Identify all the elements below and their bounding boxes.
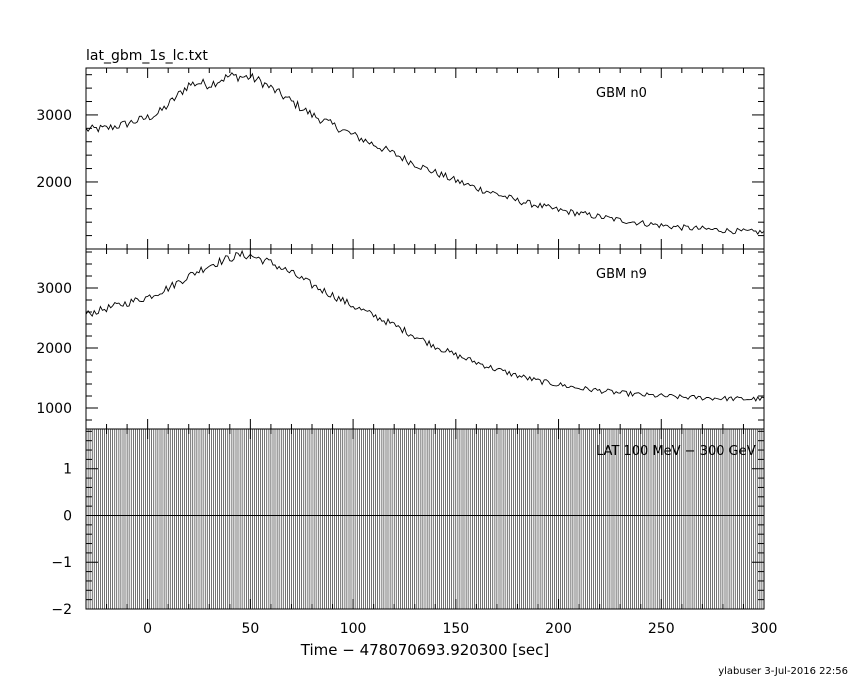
panel-gbm-n9: 1000 2000 3000 GBM n9 — [36, 248, 765, 430]
panel-gbm-n9-series-line — [85, 249, 765, 402]
y-tick-label: −1 — [51, 555, 72, 571]
y-tick-label: 2000 — [36, 341, 72, 357]
y-tick-label: 1000 — [36, 401, 72, 417]
panel-lat-axes: −2 −1 0 1 — [51, 428, 765, 618]
x-tick-label: 100 — [340, 621, 367, 637]
panel-lat: −2 −1 0 1 LAT 100 MeV − 300 GeV — [51, 428, 765, 618]
panel-gbm-n9-axes: 1000 2000 3000 — [36, 248, 765, 430]
file-title: lat_gbm_1s_lc.txt — [86, 48, 208, 64]
footer-stamp: ylabuser 3-Jul-2016 22:56 — [718, 666, 848, 677]
y-tick-label: 3000 — [36, 281, 72, 297]
x-tick-label: 300 — [751, 621, 778, 637]
panel-gbm-n9-label: GBM n9 — [596, 267, 647, 282]
panel-gbm-n0-frame — [85, 67, 765, 250]
x-tick-label: 250 — [648, 621, 675, 637]
panel-gbm-n0: 2000 3000 GBM n0 — [36, 67, 765, 250]
panel-gbm-n0-axes: 2000 3000 — [36, 67, 765, 250]
x-axis-label: Time − 478070693.920300 [sec] — [300, 641, 550, 659]
y-tick-label: −2 — [51, 602, 72, 618]
x-tick-label: 150 — [442, 621, 469, 637]
y-tick-label: 0 — [63, 508, 72, 524]
panel-lat-label: LAT 100 MeV − 300 GeV — [596, 444, 756, 459]
x-tick-label: 200 — [545, 621, 572, 637]
panel-gbm-n9-series — [85, 249, 765, 402]
panel-gbm-n0-label: GBM n0 — [596, 86, 647, 101]
x-tick-label: 0 — [143, 621, 152, 637]
panel-gbm-n0-series — [85, 72, 765, 235]
y-tick-label: 1 — [63, 462, 72, 478]
panel-lat-frame — [85, 428, 765, 610]
x-tick-label: 50 — [241, 621, 259, 637]
y-tick-label: 2000 — [36, 175, 72, 191]
y-tick-label: 3000 — [36, 108, 72, 124]
panel-gbm-n0-series-line — [85, 72, 765, 235]
x-tick-labels: 0 50 100 150 200 250 300 — [143, 621, 777, 637]
